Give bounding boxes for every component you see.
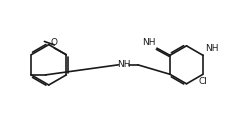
Text: NH: NH <box>117 60 130 69</box>
Text: NH: NH <box>205 44 218 53</box>
Text: NH: NH <box>142 38 156 47</box>
Text: O: O <box>51 38 58 47</box>
Text: Cl: Cl <box>198 77 207 86</box>
